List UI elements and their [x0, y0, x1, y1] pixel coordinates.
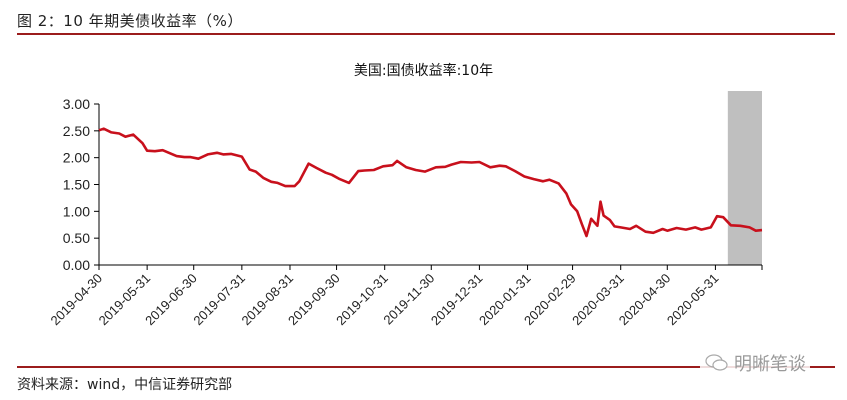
y-tick-label: 1.00	[63, 203, 90, 219]
y-tick-label: 3.00	[63, 96, 90, 112]
chart-title: 美国:国债收益率:10年	[0, 60, 847, 80]
y-tick-label: 2.00	[63, 150, 90, 166]
y-tick-label: 0.00	[63, 257, 90, 273]
wechat-icon	[705, 354, 728, 371]
source-note: 资料来源：wind，中信证券研究部	[17, 377, 233, 393]
yield-line	[98, 127, 763, 238]
line-chart: 0.00 0.50 1.00 1.50 2.00 2.50 3.00 2019-04-302…	[47, 91, 763, 329]
title-divider	[17, 33, 835, 35]
source-divider	[17, 366, 835, 368]
shaded-period	[727, 91, 762, 265]
x-tick-label: 2020-05-31	[664, 271, 722, 329]
chart-title-text: 美国:国债收益率:10年	[353, 63, 494, 79]
y-axis: 0.00 0.50 1.00 1.50 2.00 2.50 3.00	[63, 96, 100, 273]
y-tick-label: 2.50	[63, 123, 90, 139]
watermark-text: 明晰笔谈	[734, 354, 806, 375]
x-axis: 2019-04-302019-05-312019-06-302019-07-31…	[47, 264, 763, 329]
figure-title: 图 2：10 年期美债收益率（%）	[17, 12, 243, 30]
watermark: 明晰笔谈	[700, 350, 810, 376]
y-tick-label: 0.50	[63, 230, 90, 246]
y-tick-label: 1.50	[63, 177, 90, 193]
